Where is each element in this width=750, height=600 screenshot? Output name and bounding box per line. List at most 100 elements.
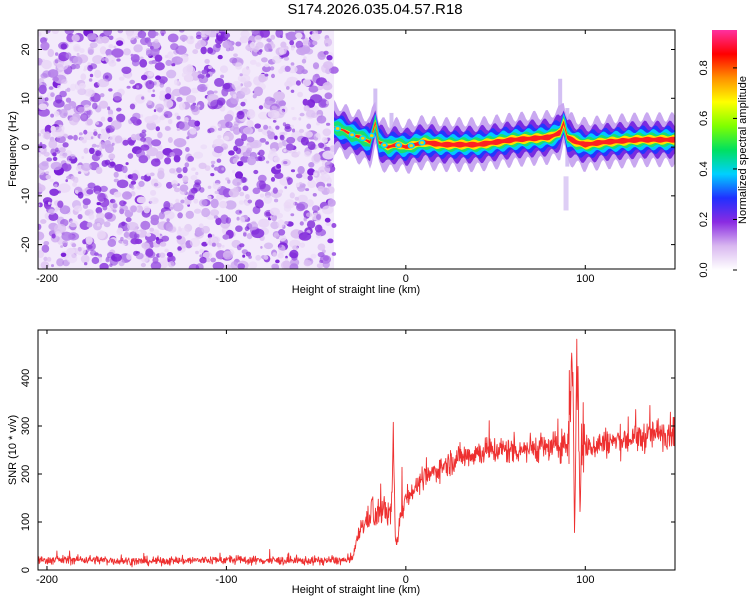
noise-blob — [312, 205, 320, 212]
noise-blob — [131, 186, 135, 190]
noise-blob — [140, 220, 151, 230]
noise-blob — [126, 253, 132, 260]
noise-blob — [46, 157, 53, 162]
noise-blob — [306, 212, 313, 218]
noise-blob — [144, 68, 149, 71]
noise-blob — [326, 177, 332, 184]
noise-blob — [94, 69, 102, 79]
noise-blob — [283, 149, 287, 152]
noise-blob — [298, 128, 305, 133]
noise-blob — [116, 40, 124, 46]
noise-blob — [264, 73, 269, 77]
noise-blob — [254, 123, 261, 129]
noise-blob — [53, 126, 62, 133]
noise-blob — [259, 193, 265, 198]
snr-y-tick-label: 300 — [20, 417, 32, 435]
noise-blob — [304, 151, 311, 158]
noise-blob — [324, 92, 333, 100]
noise-blob — [290, 213, 295, 217]
noise-blob — [72, 182, 77, 187]
noise-blob — [324, 146, 331, 152]
noise-blob — [321, 136, 328, 143]
noise-blob — [247, 156, 257, 166]
noise-blob — [54, 94, 63, 104]
noise-blob — [211, 242, 216, 247]
noise-blob — [264, 43, 272, 52]
noise-blob — [205, 83, 209, 88]
noise-blob — [317, 185, 325, 192]
noise-blob — [165, 222, 174, 232]
noise-blob — [176, 96, 183, 102]
noise-blob — [92, 102, 98, 110]
noise-blob — [148, 71, 154, 77]
noise-blob — [113, 92, 122, 101]
noise-blob — [139, 132, 147, 138]
noise-blob — [96, 144, 100, 148]
noise-blob — [298, 232, 312, 241]
noise-blob — [167, 118, 173, 125]
noise-blob — [73, 205, 83, 212]
noise-blob — [280, 260, 292, 269]
noise-blob — [186, 136, 190, 140]
noise-blob — [79, 82, 86, 89]
spectrogram-y-label: Frequency (Hz) — [7, 111, 19, 187]
noise-blob — [125, 217, 132, 223]
noise-blob — [289, 249, 299, 259]
noise-blob — [321, 64, 330, 73]
noise-blob — [290, 89, 295, 94]
noise-blob — [111, 142, 115, 146]
noise-blob — [108, 88, 113, 92]
noise-blob — [326, 183, 332, 187]
noise-blob — [287, 181, 291, 185]
noise-blob — [166, 181, 173, 189]
noise-blob — [169, 152, 175, 157]
noise-blob — [154, 39, 159, 44]
noise-blob — [107, 116, 113, 123]
snr-x-tick-label: 100 — [576, 574, 594, 586]
noise-blob — [297, 151, 301, 155]
noise-blob — [270, 34, 276, 40]
noise-blob — [263, 195, 273, 204]
noise-blob — [38, 184, 46, 192]
noise-blob — [108, 153, 116, 160]
snr-x-tick-label: -100 — [215, 574, 237, 586]
noise-blob — [91, 143, 97, 148]
noise-blob — [276, 163, 282, 169]
noise-blob — [285, 143, 294, 151]
noise-blob — [177, 212, 183, 219]
noise-blob — [246, 136, 255, 143]
noise-blob — [151, 93, 156, 98]
noise-blob — [152, 89, 155, 93]
noise-blob — [317, 252, 325, 258]
noise-blob — [327, 199, 336, 207]
noise-blob — [208, 127, 215, 133]
noise-blob — [176, 235, 182, 240]
noise-blob — [55, 52, 59, 56]
noise-blob — [277, 219, 285, 229]
noise-blob — [273, 91, 285, 101]
noise-blob — [228, 150, 235, 156]
noise-blob — [198, 199, 208, 207]
noise-blob — [99, 46, 107, 55]
colorbar-tick-label: 0.6 — [698, 111, 710, 126]
noise-blob — [258, 156, 263, 161]
noise-blob — [113, 178, 119, 183]
noise-blob — [84, 210, 91, 216]
noise-blob — [249, 41, 256, 49]
noise-blob — [104, 140, 111, 148]
figure-title: S174.2026.035.04.57.R18 — [287, 1, 462, 18]
noise-blob — [86, 222, 93, 228]
noise-blob — [130, 180, 137, 185]
noise-blob — [303, 105, 310, 112]
noise-blob — [211, 164, 215, 168]
noise-blob — [166, 218, 170, 223]
noise-blob — [180, 243, 187, 249]
noise-blob — [242, 185, 249, 192]
noise-blob — [306, 220, 316, 229]
noise-blob — [325, 100, 329, 105]
noise-blob — [121, 165, 128, 174]
noise-blob — [223, 135, 230, 141]
noise-blob — [48, 208, 56, 215]
noise-blob — [41, 244, 50, 253]
noise-blob — [207, 185, 212, 189]
